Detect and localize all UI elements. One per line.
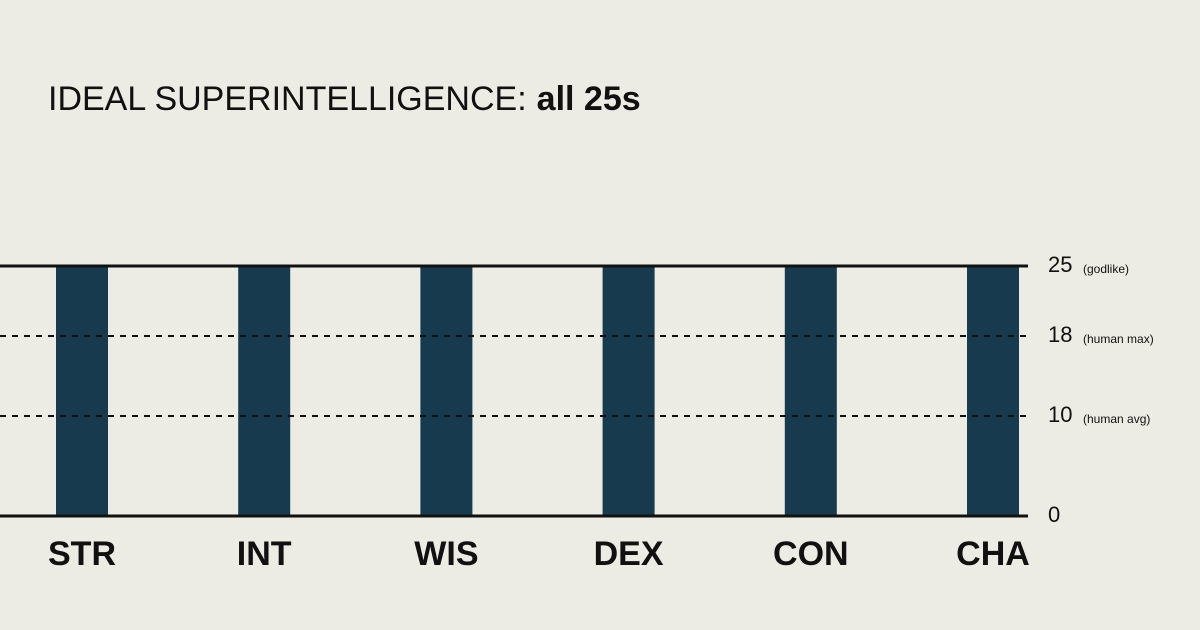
y-tick-label: 0 <box>1048 502 1060 527</box>
y-tick-label: 10 <box>1048 402 1072 427</box>
x-tick-label: CON <box>773 535 849 573</box>
tick-note: (human max) <box>1083 332 1154 346</box>
title-text: IDEAL SUPERINTELLIGENCE: <box>48 80 527 118</box>
bar <box>784 266 837 516</box>
x-tick-label: WIS <box>414 535 478 573</box>
tick-note: (godlike) <box>1083 262 1129 276</box>
x-tick-label: INT <box>237 535 292 573</box>
tick-note: (human avg) <box>1083 412 1150 426</box>
bar <box>238 266 291 516</box>
bar <box>602 266 655 516</box>
bar <box>56 266 108 516</box>
bar <box>420 266 473 516</box>
y-tick-label: 25 <box>1048 252 1072 277</box>
y-tick-label: 18 <box>1048 322 1072 347</box>
x-tick-label: CHA <box>956 535 1030 573</box>
title-highlight: all 25s <box>537 80 641 118</box>
x-tick-label: DEX <box>594 535 664 573</box>
bar <box>967 266 1019 516</box>
chart-title: IDEAL SUPERINTELLIGENCE: all 25s <box>48 80 641 118</box>
x-tick-label: STR <box>48 535 116 573</box>
